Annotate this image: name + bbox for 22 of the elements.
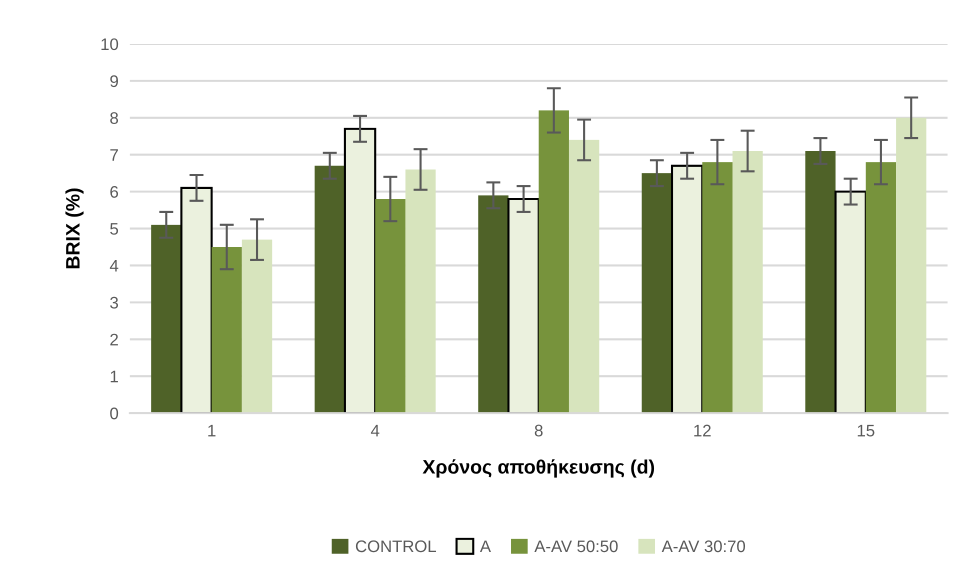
legend-label: A-AV 30:70 xyxy=(662,540,746,552)
x-tick-label: 12 xyxy=(694,424,711,436)
legend-label: A-AV 50:50 xyxy=(534,540,618,552)
y-tick-label: 6 xyxy=(110,186,118,198)
x-tick-label: 15 xyxy=(858,424,874,436)
x-tick-label: 8 xyxy=(534,424,543,436)
legend-label: A xyxy=(480,540,491,552)
y-tick-label: 3 xyxy=(110,296,118,309)
y-tick-label: 1 xyxy=(110,370,118,382)
y-tick-label: 2 xyxy=(110,334,118,346)
x-tick-label: 4 xyxy=(370,424,380,436)
legend-label: CONTROL xyxy=(356,540,436,552)
x-axis-title: Χρόνος αποθήκευσης (d) xyxy=(422,459,654,478)
y-tick-label: 7 xyxy=(110,149,118,161)
y-tick-label: 10 xyxy=(101,38,118,50)
y-tick-label: 0 xyxy=(110,408,118,420)
y-tick-label: 9 xyxy=(110,75,118,88)
y-tick-label: 5 xyxy=(110,223,118,235)
y-tick-label: 8 xyxy=(110,112,118,124)
y-axis-title: BRIX (%) xyxy=(65,188,84,268)
y-tick-label: 4 xyxy=(110,260,118,272)
x-tick-label: 1 xyxy=(208,424,216,436)
